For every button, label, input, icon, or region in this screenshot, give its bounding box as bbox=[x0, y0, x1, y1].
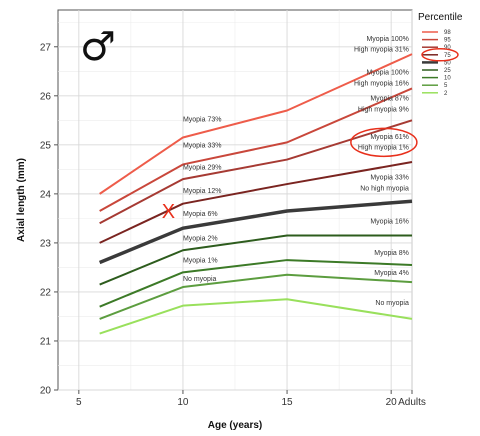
highlight-ellipse-label bbox=[350, 127, 418, 158]
percentile-line-98 bbox=[99, 53, 413, 195]
annotation-label: Myopia 4% bbox=[374, 270, 409, 277]
annotation-label: Myopia 29% bbox=[183, 164, 222, 171]
annotation-label: Myopia 33% bbox=[370, 175, 409, 182]
annotation-label: Myopia 8% bbox=[374, 250, 409, 257]
annotation-label: No high myopia bbox=[360, 185, 409, 192]
annotations: Myopia 73% Myopia 33% Myopia 29% Myopia 12%… bbox=[162, 36, 418, 307]
annotation-label: No myopia bbox=[375, 300, 409, 307]
percentile-line-50 bbox=[98, 199, 413, 265]
legend-label-10: 10 bbox=[444, 76, 451, 82]
annotation-label: High myopia 9% bbox=[358, 106, 409, 113]
male-symbol-icon: ♂ bbox=[80, 24, 116, 70]
legend-label-25: 25 bbox=[444, 68, 451, 74]
x-axis-title: Age (years) bbox=[208, 420, 262, 431]
annotation-label: Myopia 87% bbox=[370, 96, 409, 103]
percentile-line-75 bbox=[99, 161, 413, 244]
highlight-ellipse-legend bbox=[421, 48, 459, 62]
legend-label-98: 98 bbox=[444, 30, 451, 36]
y-axis-title: Axial length (mm) bbox=[16, 158, 27, 242]
annotation-label: Myopia 2% bbox=[183, 235, 218, 242]
x-tick-label: Adults bbox=[398, 397, 426, 408]
legend-label-5: 5 bbox=[444, 83, 448, 89]
y-tick-label: 27 bbox=[40, 42, 52, 53]
x-tick-label: 15 bbox=[281, 397, 293, 408]
legend-label-75: 75 bbox=[444, 53, 451, 59]
x-tick-label: 20 bbox=[386, 397, 398, 408]
annotation-label: High myopia 31% bbox=[354, 47, 409, 54]
annotation-label: Myopia 33% bbox=[183, 142, 222, 149]
x-tick-label: 10 bbox=[177, 397, 189, 408]
annotation-label: Myopia 100% bbox=[366, 70, 408, 77]
percentile-line-95 bbox=[99, 87, 413, 212]
annotation-label: High myopia 16% bbox=[354, 81, 409, 88]
percentile-line-2 bbox=[99, 298, 413, 335]
y-tick-label: 25 bbox=[40, 140, 52, 151]
annotation-label: Myopia 73% bbox=[183, 116, 222, 123]
annotation-label: No myopia bbox=[183, 276, 217, 283]
y-tick-label: 24 bbox=[40, 189, 52, 200]
annotation-label: Myopia 100% bbox=[366, 36, 408, 43]
y-tick-label: 22 bbox=[40, 287, 52, 298]
percentile-lines bbox=[98, 53, 413, 335]
annotation-label: Myopia 1% bbox=[183, 258, 218, 265]
x-tick-label: 5 bbox=[76, 397, 82, 408]
annotation-label: High myopia 1% bbox=[358, 145, 409, 152]
legend-label-2: 2 bbox=[444, 91, 448, 97]
annotation-label: Myopia 16% bbox=[370, 218, 409, 225]
legend-title: Percentile bbox=[418, 12, 463, 23]
x-marker: X bbox=[162, 201, 175, 223]
y-tick-label: 21 bbox=[40, 336, 52, 347]
legend-label-95: 95 bbox=[444, 38, 451, 44]
percentile-line-5 bbox=[99, 273, 413, 320]
annotation-label: Myopia 61% bbox=[370, 134, 409, 141]
annotation-label: Myopia 6% bbox=[183, 211, 218, 218]
percentile-line-90 bbox=[99, 119, 413, 225]
annotation-label: Myopia 12% bbox=[183, 188, 222, 195]
y-tick-label: 26 bbox=[40, 91, 52, 102]
percentile-line-10 bbox=[99, 259, 413, 308]
y-tick-label: 23 bbox=[40, 238, 52, 249]
y-tick-label: 20 bbox=[40, 386, 52, 397]
legend-label-50: 50 bbox=[444, 60, 451, 66]
legend-label-90: 90 bbox=[444, 45, 451, 51]
percentile-line-25 bbox=[99, 234, 412, 286]
